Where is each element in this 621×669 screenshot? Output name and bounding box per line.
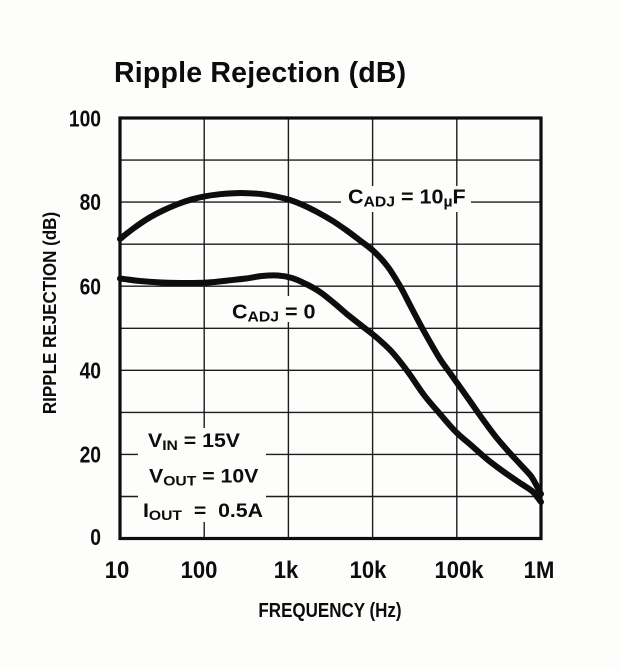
svg-text:40: 40 bbox=[80, 358, 101, 384]
svg-text:VIN = 15V: VIN = 15V bbox=[148, 431, 241, 454]
svg-text:FREQUENCY (Hz): FREQUENCY (Hz) bbox=[258, 599, 401, 622]
svg-text:100: 100 bbox=[181, 556, 218, 583]
svg-text:1k: 1k bbox=[274, 556, 299, 583]
svg-text:60: 60 bbox=[80, 274, 101, 300]
svg-text:10k: 10k bbox=[350, 556, 387, 583]
svg-text:10: 10 bbox=[105, 556, 130, 583]
svg-text:RIPPLE REJECTION (dB): RIPPLE REJECTION (dB) bbox=[39, 212, 60, 414]
svg-text:CADJ = 10µF: CADJ = 10µF bbox=[348, 186, 466, 211]
svg-text:Ripple Rejection (dB): Ripple Rejection (dB) bbox=[114, 57, 406, 89]
svg-text:100k: 100k bbox=[434, 556, 483, 583]
svg-text:1M: 1M bbox=[524, 556, 555, 583]
svg-text:100: 100 bbox=[69, 106, 101, 132]
svg-text:80: 80 bbox=[80, 189, 101, 215]
svg-text:0: 0 bbox=[90, 524, 101, 550]
svg-text:20: 20 bbox=[80, 442, 101, 468]
